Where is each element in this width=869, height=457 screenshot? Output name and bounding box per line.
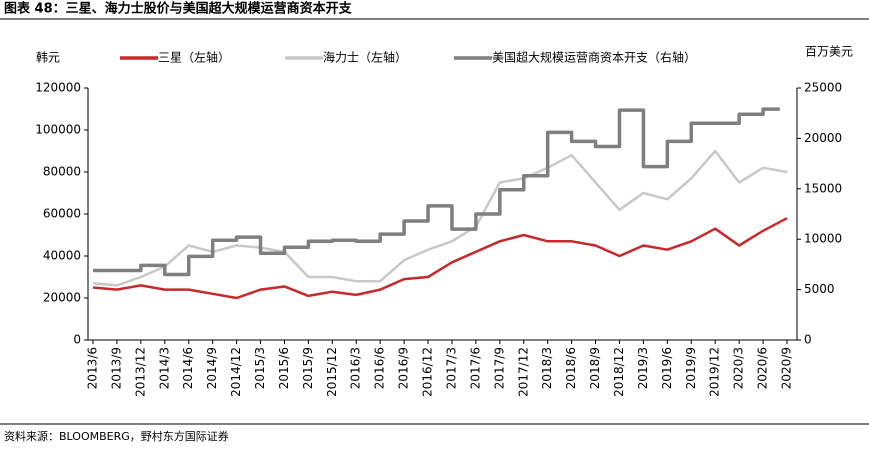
x-tick-label: 2016/9 (397, 347, 411, 389)
x-tick-label: 2014/6 (181, 347, 195, 389)
x-tick-label: 2015/9 (301, 347, 315, 389)
x-tick-label: 2020/3 (732, 347, 746, 389)
x-tick-label: 2015/3 (253, 347, 267, 389)
y2-tick-label: 10000 (804, 232, 842, 246)
chart-title: 图表 48：三星、海力士股价与美国超大规模运营商资本开支 (4, 1, 353, 17)
series-line (92, 217, 788, 300)
x-tick-label: 2018/9 (588, 347, 602, 389)
series-line (93, 107, 780, 277)
x-tick-label: 2016/6 (373, 347, 387, 389)
x-tick-label: 2019/3 (636, 347, 650, 389)
x-tick-label: 2015/6 (277, 347, 291, 389)
y2-axis-label: 百万美元 (805, 45, 853, 59)
y-tick-label: 60000 (43, 207, 81, 221)
x-tick-label: 2015/12 (325, 347, 339, 397)
x-tick-label: 2014/12 (229, 347, 243, 397)
x-tick-label: 2016/12 (421, 347, 435, 397)
y-tick-label: 100000 (35, 123, 81, 137)
x-tick-label: 2017/9 (492, 347, 506, 389)
y2-tick-label: 0 (804, 333, 812, 347)
x-tick-label: 2018/3 (540, 347, 554, 389)
y-tick-label: 20000 (43, 291, 81, 305)
x-tick-label: 2017/12 (516, 347, 530, 397)
y2-tick-label: 20000 (804, 131, 842, 145)
x-tick-label: 2019/9 (684, 347, 698, 389)
x-tick-label: 2014/9 (205, 347, 219, 389)
legend-label: 三星（左轴） (158, 50, 230, 65)
x-tick-label: 2019/12 (708, 347, 722, 397)
x-tick-label: 2018/6 (564, 347, 578, 389)
legend-label: 美国超大规模运营商资本开支（右轴） (492, 50, 696, 65)
x-tick-label: 2019/6 (660, 347, 674, 389)
x-tick-label: 2020/9 (780, 347, 794, 389)
legend-label: 海力士（左轴） (323, 50, 407, 65)
y2-tick-label: 15000 (804, 181, 842, 195)
x-tick-label: 2018/12 (612, 347, 626, 397)
x-tick-label: 2014/3 (157, 347, 171, 389)
x-tick-label: 2013/6 (86, 347, 100, 389)
x-tick-label: 2013/12 (133, 347, 147, 397)
x-tick-label: 2020/6 (756, 347, 770, 389)
y-axis-label: 韩元 (36, 50, 60, 65)
y2-tick-label: 25000 (804, 81, 842, 95)
y-tick-label: 0 (73, 333, 81, 347)
y2-tick-label: 5000 (804, 282, 835, 296)
source: 资料来源：BLOOMBERG，野村东方国际证券 (4, 429, 229, 443)
x-tick-label: 2016/3 (349, 347, 363, 389)
x-tick-label: 2017/6 (468, 347, 482, 389)
x-tick-label: 2013/9 (109, 347, 123, 389)
y-tick-label: 40000 (43, 249, 81, 263)
y-tick-label: 80000 (43, 165, 81, 179)
series-line (92, 149, 788, 287)
x-tick-label: 2017/3 (444, 347, 458, 389)
y-tick-label: 120000 (35, 81, 81, 95)
